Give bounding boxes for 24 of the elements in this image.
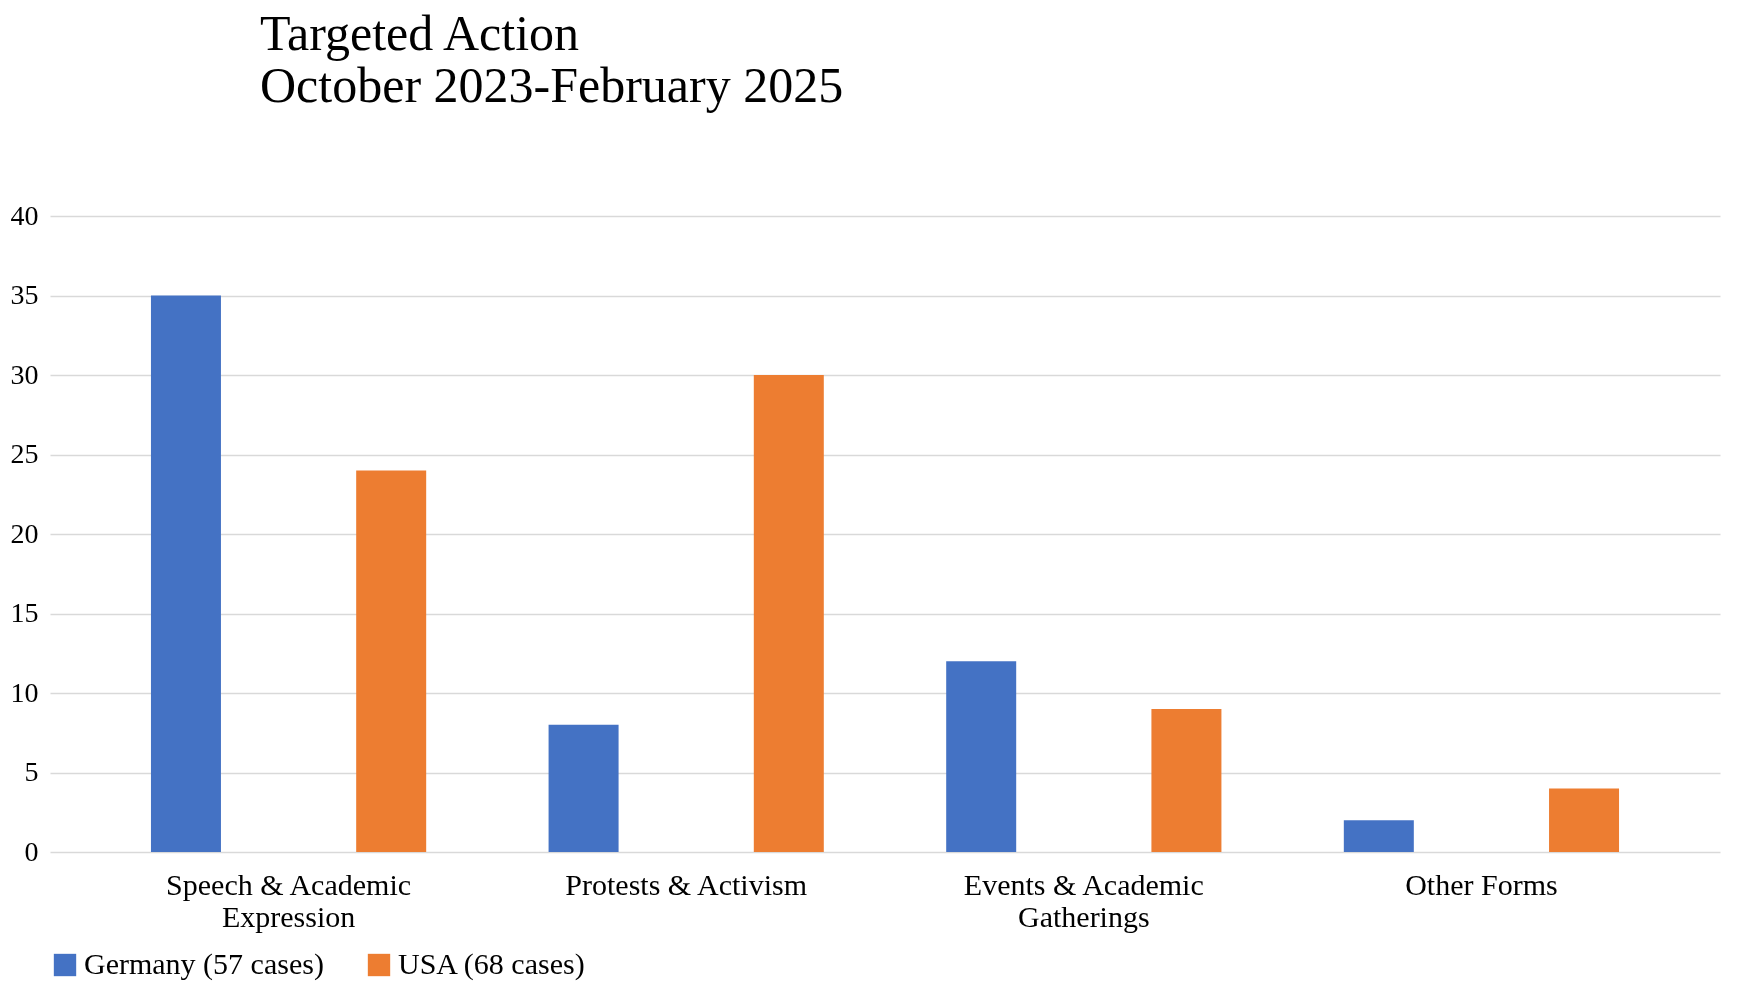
x-tick-label: Speech & Academic Expression [166, 867, 412, 933]
text: Targeted Action [260, 5, 580, 61]
bar [1343, 820, 1414, 852]
bar [548, 724, 619, 852]
y-tick-label: 25 [10, 438, 39, 469]
legend-label: Germany (57 cases) [84, 947, 324, 981]
y-tick-label: 0 [24, 835, 39, 867]
y-tick-label: 15 [10, 597, 39, 628]
legend-label: USA (68 cases) [398, 947, 585, 981]
x-tick-label: Events & Academic Gatherings [963, 867, 1204, 933]
x-tick-label: Protests & Activism [565, 867, 808, 901]
bar [150, 295, 221, 852]
y-tick-label: 30 [10, 358, 39, 390]
y-tick-label: 5 [24, 756, 39, 787]
bar [356, 470, 427, 852]
y-tick-label: 20 [10, 517, 39, 549]
x-tick-label: Other Forms [1405, 867, 1558, 901]
y-tick-label: 35 [10, 279, 39, 310]
y-tick-label: 40 [10, 199, 39, 231]
bar [946, 661, 1017, 852]
y-tick-label: 10 [10, 676, 39, 708]
bar [1151, 708, 1222, 852]
bar [1549, 788, 1620, 852]
bar [753, 375, 824, 852]
